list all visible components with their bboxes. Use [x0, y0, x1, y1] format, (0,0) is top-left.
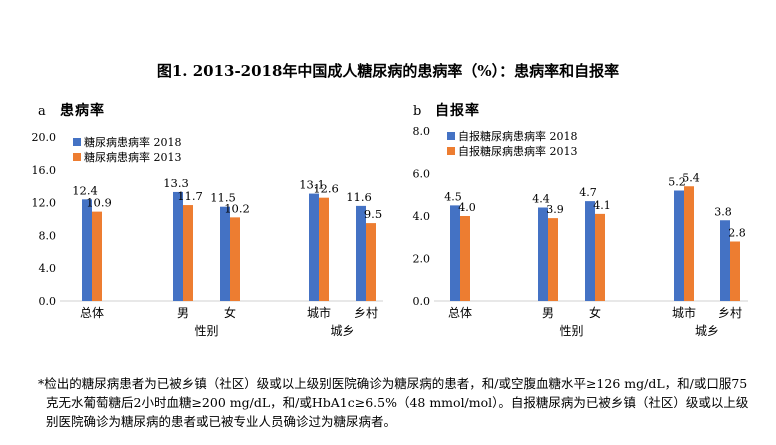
bar-a-s1-3: [319, 197, 329, 301]
y-tick-label-b-1: 2.0: [413, 253, 431, 266]
y-tick-label-b-3: 6.0: [413, 168, 431, 181]
data-label-b-s1-1: 3.9: [546, 203, 564, 216]
legend-swatch-a-0: [73, 138, 81, 146]
panel-a-header: a 患病率: [38, 100, 105, 120]
y-tick-label-b-2: 4.0: [413, 210, 431, 223]
panel-a-letter: a: [38, 104, 46, 119]
bar-b-s0-0: [450, 205, 460, 301]
panel-b-header: b 自报率: [413, 100, 480, 120]
footnote: *检出的糖尿病患者为已被乡镇（社区）级或以上级别医院确诊为糖尿病的患者，和/或空…: [38, 374, 758, 431]
category-label-a-2: 女: [224, 305, 236, 320]
data-label-a-s0-1: 13.3: [163, 176, 189, 190]
y-tick-label-b-4: 8.0: [413, 125, 431, 138]
legend-label-a-0: 糖尿病患病率 2018: [84, 135, 182, 149]
bar-b-s0-3: [674, 190, 684, 301]
data-label-a-s1-0: 10.9: [86, 196, 112, 210]
bar-b-s1-0: [460, 216, 470, 301]
bar-a-s0-0: [82, 199, 92, 301]
data-label-b-s1-4: 2.8: [728, 227, 746, 240]
data-label-b-s1-0: 4.0: [458, 201, 476, 214]
category-label-a-4: 乡村: [354, 306, 378, 320]
legend-swatch-b-0: [447, 132, 455, 140]
data-label-b-s0-0: 4.5: [444, 190, 462, 203]
group-label-b-2: 城乡: [695, 324, 719, 338]
group-label-b-1: 性别: [559, 324, 583, 338]
legend-swatch-b-1: [447, 147, 455, 155]
bar-a-s1-0: [92, 211, 102, 301]
bar-a-s0-2: [220, 206, 230, 301]
category-label-b-4: 乡村: [718, 306, 742, 320]
y-tick-label-a-3: 12.0: [32, 197, 57, 210]
data-label-a-s0-4: 11.6: [346, 190, 372, 204]
bar-b-s1-2: [595, 213, 605, 301]
category-label-a-0: 总体: [80, 306, 104, 320]
data-label-a-s1-2: 10.2: [224, 201, 250, 215]
data-label-a-s1-1: 11.7: [177, 189, 203, 203]
data-label-b-s0-3: 5.2: [668, 176, 686, 189]
legend-swatch-a-1: [73, 153, 81, 161]
panel-b-letter: b: [413, 104, 422, 119]
bar-a-s1-1: [183, 205, 193, 301]
bar-a-s1-2: [230, 217, 240, 301]
panel-a-title: 患病率: [60, 103, 105, 119]
legend-label-b-0: 自报糖尿病患病率 2018: [458, 129, 578, 143]
bar-b-s0-1: [538, 207, 548, 301]
group-label-a-2: 城乡: [330, 324, 354, 338]
y-tick-label-b-0: 0.0: [413, 295, 431, 308]
category-label-a-1: 男: [177, 306, 189, 320]
data-label-b-s0-2: 4.7: [579, 186, 597, 199]
legend-label-b-1: 自报糖尿病患病率 2013: [458, 144, 578, 158]
bar-b-s0-2: [585, 201, 595, 301]
y-tick-label-a-1: 4.0: [39, 262, 57, 275]
y-tick-label-a-0: 0.0: [39, 295, 57, 308]
category-label-b-1: 男: [542, 306, 554, 320]
data-label-b-s0-4: 3.8: [714, 205, 732, 218]
footnote-text: *检出的糖尿病患者为已被乡镇（社区）级或以上级别医院确诊为糖尿病的患者，和/或空…: [38, 376, 749, 429]
category-label-b-2: 女: [589, 305, 601, 320]
category-label-a-3: 城市: [307, 305, 331, 320]
data-label-a-s0-3: 13.1: [299, 178, 325, 192]
y-tick-label-a-2: 8.0: [39, 229, 57, 242]
panel-b-title: 自报率: [435, 103, 480, 119]
data-label-a-s1-3: 12.6: [313, 182, 339, 196]
bar-a-s0-3: [309, 193, 319, 301]
data-label-b-s0-1: 4.4: [532, 193, 550, 206]
bar-b-s1-4: [730, 241, 740, 301]
bar-a-s0-1: [173, 191, 183, 301]
group-label-a-1: 性别: [194, 324, 218, 338]
figure-title: 图1. 2013-2018年中国成人糖尿病的患病率（%）：患病率和自报率: [156, 62, 620, 80]
category-label-b-0: 总体: [448, 306, 472, 320]
bar-b-s1-1: [548, 218, 558, 301]
data-label-a-s0-0: 12.4: [72, 183, 98, 197]
bar-b-s1-3: [684, 186, 694, 301]
y-tick-label-a-4: 16.0: [32, 164, 57, 177]
data-label-b-s1-2: 4.1: [593, 199, 611, 212]
bar-a-s0-4: [356, 205, 366, 301]
category-label-b-3: 城市: [672, 305, 696, 320]
data-label-a-s1-4: 9.5: [364, 207, 382, 221]
bar-a-s1-4: [366, 223, 376, 301]
bar-b-s0-4: [720, 220, 730, 301]
data-label-a-s0-2: 11.5: [210, 191, 236, 205]
legend-label-a-1: 糖尿病患病率 2013: [84, 150, 182, 164]
y-tick-label-a-5: 20.0: [32, 131, 57, 144]
data-label-b-s1-3: 5.4: [682, 171, 700, 184]
